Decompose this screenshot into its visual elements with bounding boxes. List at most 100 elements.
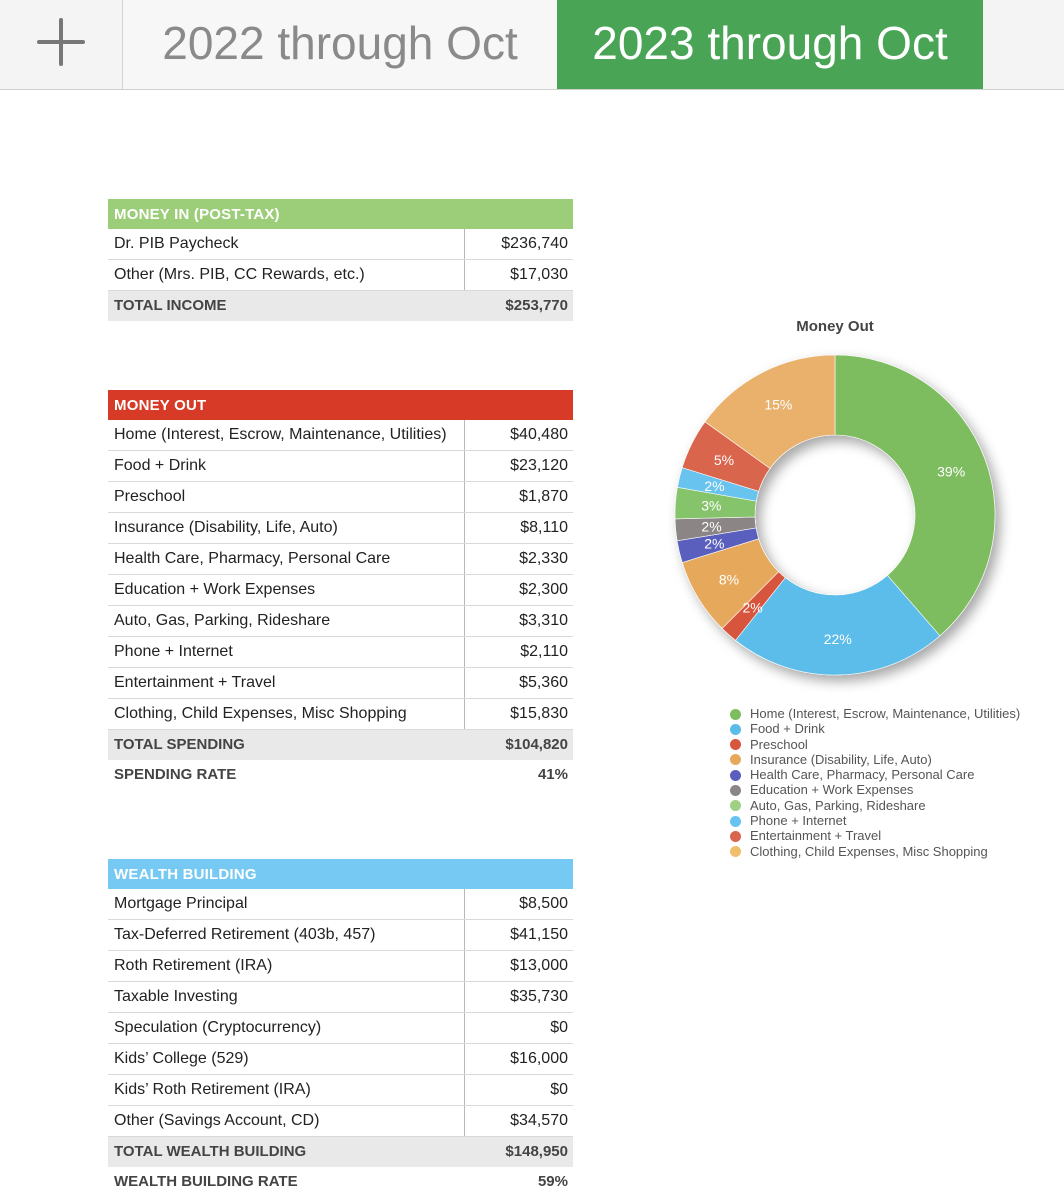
wealth-building-row-value: $41,150 [510,926,568,943]
wealth-building-row[interactable]: Kids’ College (529) $16,000 [108,1044,573,1075]
money-out-row-value: $1,870 [519,488,568,505]
money-out-row[interactable]: Health Care, Pharmacy, Personal Care $2,3… [108,544,573,575]
money-out-row-label: Phone + Internet [114,643,233,660]
legend-item[interactable]: Insurance (Disability, Life, Auto) [730,752,1020,767]
wealth-building-row-label: Mortgage Principal [114,895,248,912]
money-out-row[interactable]: Auto, Gas, Parking, Rideshare $3,310 [108,606,573,637]
money-out-row-label: Auto, Gas, Parking, Rideshare [114,612,331,629]
money-out-table: MONEY OUT Home (Interest, Escrow, Mainte… [108,390,573,790]
column-divider [464,229,465,259]
money-out-row-label: Health Care, Pharmacy, Personal Care [114,550,391,567]
legend-swatch [730,723,741,735]
total-wealth-building-row[interactable]: TOTAL WEALTH BUILDING $148,950 [108,1137,573,1167]
tab-2023[interactable]: 2023 through Oct [557,0,983,89]
total-spending-row[interactable]: TOTAL SPENDING $104,820 [108,730,573,760]
money-in-row[interactable]: Dr. PIB Paycheck $236,740 [108,229,573,260]
wealth-building-rate-row[interactable]: WEALTH BUILDING RATE 59% [108,1167,573,1197]
column-divider [464,889,465,919]
money-in-row-label: Dr. PIB Paycheck [114,235,239,252]
donut-slice[interactable] [704,354,836,469]
money-out-row[interactable]: Clothing, Child Expenses, Misc Shopping $… [108,699,573,730]
column-divider [464,920,465,950]
legend-swatch [730,769,741,781]
total-spending-value: $104,820 [505,736,568,753]
add-sheet-button[interactable] [0,0,123,89]
wealth-building-table: WEALTH BUILDING Mortgage Principal $8,500… [108,859,573,1197]
column-divider [464,1075,465,1105]
wealth-building-row[interactable]: Mortgage Principal $8,500 [108,889,573,920]
column-divider [464,482,465,512]
money-in-header: MONEY IN (POST-TAX) [108,199,573,229]
wealth-building-row-value: $13,000 [510,957,568,974]
legend-item[interactable]: Auto, Gas, Parking, Rideshare [730,798,1020,813]
wealth-building-row-label: Other (Savings Account, CD) [114,1112,320,1129]
spending-rate-value: 41% [537,766,568,783]
slice-percent-label: 15% [764,397,792,413]
wealth-building-row[interactable]: Roth Retirement (IRA) $13,000 [108,951,573,982]
legend-item[interactable]: Education + Work Expenses [730,782,1020,797]
wealth-building-row[interactable]: Other (Savings Account, CD) $34,570 [108,1106,573,1137]
money-out-header: MONEY OUT [108,390,573,420]
tab-bar-overflow [983,0,1064,89]
wealth-building-row-label: Tax-Deferred Retirement (403b, 457) [114,926,376,943]
legend-item[interactable]: Entertainment + Travel [730,828,1020,843]
money-out-row[interactable]: Insurance (Disability, Life, Auto) $8,110 [108,513,573,544]
money-out-row-value: $2,300 [519,581,568,598]
legend-label: Education + Work Expenses [750,782,914,798]
money-out-row[interactable]: Education + Work Expenses $2,300 [108,575,573,606]
wealth-building-header: WEALTH BUILDING [108,859,573,889]
legend-item[interactable]: Home (Interest, Escrow, Maintenance, Uti… [730,706,1020,721]
wealth-building-row-value: $0 [550,1081,568,1098]
column-divider [464,420,465,450]
column-divider [464,606,465,636]
money-in-row-value: $17,030 [510,266,568,283]
column-divider [464,668,465,698]
money-out-donut-chart[interactable]: 39%22%2%8%2%2%3%2%5%15% [640,340,1040,700]
legend-swatch [730,800,741,812]
money-in-row[interactable]: Other (Mrs. PIB, CC Rewards, etc.) $17,03… [108,260,573,291]
column-divider [464,1013,465,1043]
legend-item[interactable]: Clothing, Child Expenses, Misc Shopping [730,844,1020,859]
money-in-row-value: $236,740 [501,235,568,252]
legend-swatch [730,754,741,766]
wealth-building-row[interactable]: Taxable Investing $35,730 [108,982,573,1013]
legend-label: Home (Interest, Escrow, Maintenance, Uti… [750,706,1021,721]
legend-item[interactable]: Health Care, Pharmacy, Personal Care [730,767,1020,782]
money-out-row-value: $23,120 [510,457,568,474]
money-out-row-label: Clothing, Child Expenses, Misc Shopping [114,705,407,722]
money-out-row[interactable]: Home (Interest, Escrow, Maintenance, Uti… [108,420,573,451]
legend-label: Food + Drink [750,721,825,737]
legend-swatch [730,830,741,842]
donut-slice[interactable] [834,354,996,637]
total-income-row[interactable]: TOTAL INCOME $253,770 [108,291,573,321]
money-out-row-label: Food + Drink [114,457,207,474]
legend-item[interactable]: Phone + Internet [730,813,1020,828]
legend-item[interactable]: Preschool [730,737,1020,752]
wealth-building-row[interactable]: Tax-Deferred Retirement (403b, 457) $41,1… [108,920,573,951]
column-divider [464,513,465,543]
column-divider [464,575,465,605]
money-out-row[interactable]: Phone + Internet $2,110 [108,637,573,668]
wealth-building-row[interactable]: Kids’ Roth Retirement (IRA) $0 [108,1075,573,1106]
money-out-row[interactable]: Preschool $1,870 [108,482,573,513]
money-in-table: MONEY IN (POST-TAX) Dr. PIB Paycheck $236… [108,199,573,321]
spending-rate-row[interactable]: SPENDING RATE 41% [108,760,573,790]
money-out-row-label: Entertainment + Travel [114,674,276,691]
money-out-row[interactable]: Food + Drink $23,120 [108,451,573,482]
legend-label: Auto, Gas, Parking, Rideshare [750,797,926,813]
money-out-row[interactable]: Entertainment + Travel $5,360 [108,668,573,699]
legend-label: Phone + Internet [750,813,847,829]
slice-percent-label: 2% [701,519,721,535]
money-out-row-label: Insurance (Disability, Life, Auto) [114,519,338,536]
tab-2022[interactable]: 2022 through Oct [123,0,557,89]
legend-item[interactable]: Food + Drink [730,721,1020,736]
wealth-building-row[interactable]: Speculation (Cryptocurrency) $0 [108,1013,573,1044]
total-income-value: $253,770 [505,297,568,314]
money-out-row-label: Preschool [114,488,186,505]
column-divider [464,951,465,981]
donut-slice[interactable] [735,574,941,676]
wealth-building-rate-value: 59% [537,1173,568,1190]
total-wealth-building-value: $148,950 [505,1143,568,1160]
money-out-row-value: $40,480 [510,426,568,443]
legend-swatch [730,815,741,827]
